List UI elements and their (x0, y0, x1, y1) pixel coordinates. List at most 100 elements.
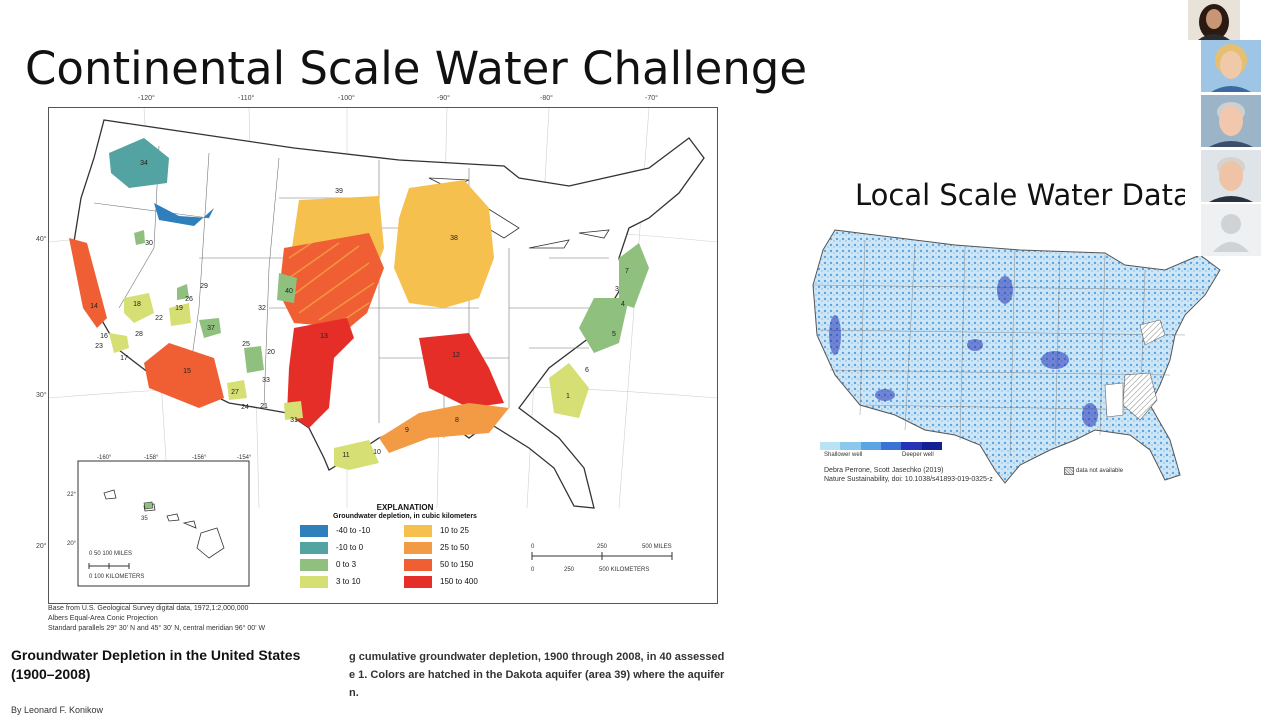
credit-line: Standard parallels 29° 30' N and 45° 30'… (48, 625, 266, 632)
lon-label: -70° (645, 95, 658, 102)
area-label: 30 (145, 240, 153, 247)
no-data-swatch (1064, 467, 1074, 475)
lon-label: -90° (437, 95, 450, 102)
depletion-title-line: Groundwater Depletion in the United Stat… (11, 647, 301, 663)
placeholder-body (1213, 242, 1249, 252)
area-label: 37 (207, 325, 215, 332)
gradient-step (820, 442, 841, 450)
area-label: 40 (285, 288, 293, 295)
legend-label: 25 to 50 (440, 543, 469, 552)
participant-avatar (1201, 95, 1261, 147)
gradient-step (840, 442, 861, 450)
lat-label: 30° (36, 392, 47, 399)
scale-km-0: 0 (531, 567, 535, 573)
area-label: 7 (625, 268, 629, 275)
scale-km-250: 250 (564, 567, 575, 573)
legend-label: 0 to 3 (336, 560, 357, 569)
gradient-step (860, 442, 881, 450)
area-label: 31 (290, 417, 298, 424)
legend-label: 150 to 400 (440, 577, 478, 586)
scale-km-500: 500 KILOMETERS (599, 567, 649, 573)
legend-swatch (404, 525, 432, 537)
area-label: 22 (155, 315, 163, 322)
depletion-title: Groundwater Depletion in the United Stat… (11, 646, 300, 684)
inset-lon-label: -158° (144, 455, 159, 461)
face (1219, 106, 1243, 136)
scale-miles-0: 0 (531, 544, 535, 550)
participant-tile-5[interactable] (1201, 204, 1261, 256)
local-scale-title: Local Scale Water Data (855, 178, 1191, 212)
legend-swatch (404, 542, 432, 554)
area-label: 8 (455, 417, 459, 424)
author-credit: By Leonard F. Konikow (11, 705, 104, 715)
inset-lat-label: 22° (67, 492, 77, 498)
legend-swatch (300, 542, 328, 554)
participant-avatar (1201, 40, 1261, 92)
participant-tile-4[interactable] (1201, 150, 1261, 202)
lat-label: 20° (36, 543, 47, 550)
inset-lon-label: -154° (237, 455, 252, 461)
participant-avatar (1201, 150, 1261, 202)
area-label: 11 (342, 452, 349, 459)
area-label: 3 (615, 286, 619, 293)
legend-label: 10 to 25 (440, 526, 469, 535)
usgs-map-graphic: 34 39 30 38 40 14 18 29 26 22 19 16 28 2… (48, 107, 718, 587)
legend-label: 50 to 150 (440, 560, 474, 569)
legend-swatch (300, 576, 328, 588)
lon-label: -80° (540, 95, 553, 102)
inset-lat-label: 20° (67, 541, 77, 547)
area-label: 29 (200, 283, 208, 290)
citation-line: Nature Sustainability, doi: 10.1038/s418… (824, 476, 993, 483)
face (1206, 9, 1222, 29)
area-label: 25 (242, 341, 250, 348)
participant-tile-presenter[interactable] (1188, 0, 1240, 40)
well-depth-map-graphic (812, 229, 1221, 484)
legend-subtitle: Groundwater depletion, in cubic kilomete… (333, 513, 477, 520)
area-label: 10 (373, 449, 381, 456)
scale-miles-500: 500 MILES (642, 544, 672, 550)
placeholder-head (1221, 214, 1241, 234)
groundwater-depletion-map: 34 39 30 38 40 14 18 29 26 22 19 16 28 2… (48, 107, 718, 604)
scale-miles-250: 250 (597, 544, 608, 550)
map-credits: Base from U.S. Geological Survey digital… (48, 604, 265, 634)
area-label: 27 (231, 389, 239, 396)
participant-tile-2[interactable] (1201, 40, 1261, 92)
caption-line: n. (349, 687, 359, 699)
area-label: 1 (566, 393, 570, 400)
depletion-title-line: (1900–2008) (11, 666, 91, 682)
no-data-label: data not available (1076, 468, 1124, 474)
lon-label: -120° (138, 95, 155, 102)
area-label: 15 (183, 368, 191, 375)
gradient-step (880, 442, 902, 450)
area-label: 6 (585, 367, 589, 374)
lon-label: -100° (338, 95, 355, 102)
area-label: 16 (100, 333, 108, 340)
credit-line: Base from U.S. Geological Survey digital… (48, 605, 249, 612)
inset-scale-miles: 0 50 100 MILES (89, 551, 132, 557)
participant-avatar (1188, 0, 1240, 40)
area-label: 28 (135, 331, 143, 338)
well-depth-map (805, 225, 1225, 490)
lon-label: -110° (238, 95, 255, 102)
legend-label: -40 to -10 (336, 526, 371, 535)
participant-tile-3[interactable] (1201, 95, 1261, 147)
area-label: 38 (450, 235, 458, 242)
inset-lon-label: -156° (192, 455, 207, 461)
figure-caption: g cumulative groundwater depletion, 1900… (349, 648, 724, 702)
area-label: 26 (185, 296, 193, 303)
area-label: 39 (335, 188, 343, 195)
area-label: 13 (320, 333, 328, 340)
deeper-well-label: Deeper well (902, 452, 934, 458)
face (1220, 51, 1242, 79)
area-label: 24 (241, 404, 249, 411)
legend-label: -10 to 0 (336, 543, 364, 552)
area-label: 35 (141, 516, 148, 522)
area-label: 12 (452, 352, 460, 359)
participant-avatar-placeholder (1201, 204, 1261, 256)
area-label: 9 (405, 427, 409, 434)
legend-label: 3 to 10 (336, 577, 361, 586)
participant-video-strip (1185, 0, 1280, 256)
area-label: 34 (140, 160, 148, 167)
credit-line: Albers Equal-Area Conic Projection (48, 615, 158, 622)
area-label: 21 (260, 403, 268, 410)
